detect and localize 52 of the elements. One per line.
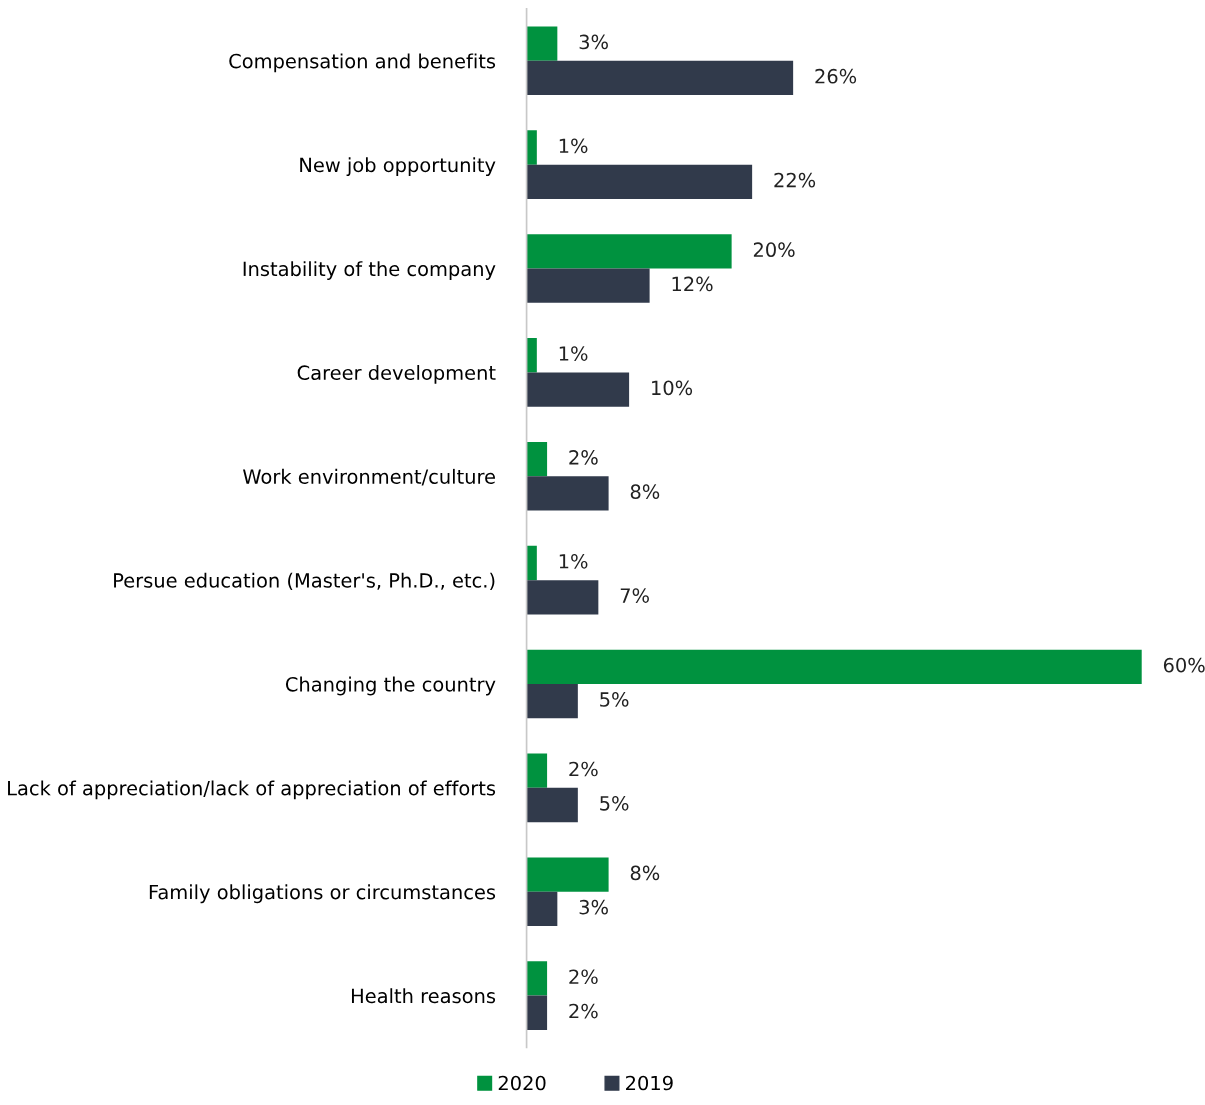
y-tick-label: Family obligations or circumstances [149,884,496,904]
data-label: 26% [815,68,857,84]
bar [526,787,578,823]
bar [526,441,548,477]
data-label: 1% [559,553,588,569]
bar [526,545,537,581]
data-label: 2% [569,969,598,985]
bar [526,995,548,1030]
bar [526,857,609,892]
y-tick-label: Instability of the company [243,261,496,280]
bar [526,372,630,407]
data-label: 2% [569,761,598,777]
data-label: 8% [630,865,660,881]
bar [526,26,558,61]
y-tick-label: Changing the country [285,676,496,696]
y-tick-label: Health reasons [351,988,496,1004]
data-label: 8% [630,484,660,500]
data-label: 5% [600,692,629,707]
data-label: 20% [753,242,795,258]
legend-label: 2020 [498,1075,546,1091]
bar [526,268,650,303]
data-label: 2% [569,450,598,465]
bar [526,684,578,719]
y-tick-label: Compensation and benefits [229,53,496,73]
bar [526,164,753,199]
data-label: 7% [620,588,649,603]
bar [526,580,599,615]
bar [526,338,537,373]
bar [526,891,558,927]
data-label: 22% [774,172,816,188]
bar [526,60,794,96]
legend-label: 2019 [626,1075,673,1091]
data-label: 3% [579,34,608,50]
data-label: 12% [672,276,713,292]
data-label: 1% [559,346,588,361]
bar [526,961,548,996]
data-label: 60% [1163,657,1205,673]
y-tick-label: Career development [297,365,496,384]
bar [526,476,609,511]
data-label: 2% [569,1003,598,1019]
y-tick-label: New job opportunity [300,157,496,177]
y-tick-label: Work environment/culture [243,468,495,486]
bar [526,753,548,788]
data-label: 10% [652,380,693,396]
y-tick-label: Persue education (Master's, Ph.D., etc.) [114,572,495,591]
y-tick-label: Lack of appreciation/lack of appreciation of efforts [8,780,496,800]
data-label: 3% [579,899,608,915]
data-label: 5% [600,795,629,811]
bar [526,234,732,269]
bar [526,649,1142,684]
data-label: 1% [559,138,588,154]
bar [526,130,537,165]
